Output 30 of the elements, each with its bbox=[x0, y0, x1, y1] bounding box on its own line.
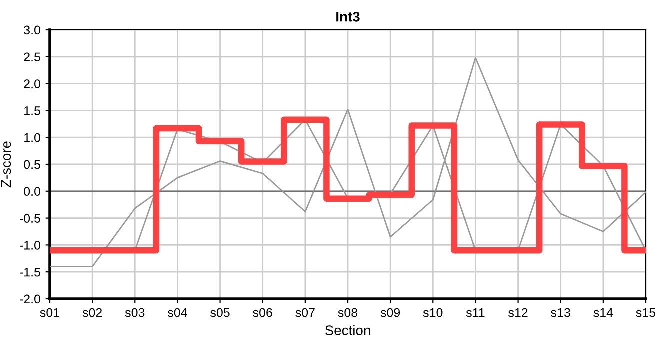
x-tick-label: s04 bbox=[168, 308, 188, 318]
x-tick-label: s03 bbox=[125, 308, 145, 318]
x-tick-label: s01 bbox=[40, 308, 60, 318]
y-tick-label: 2.0 bbox=[24, 80, 40, 88]
x-tick-label: s15 bbox=[636, 308, 656, 318]
x-tick-label: s09 bbox=[380, 308, 400, 318]
y-tick-label: -1.0 bbox=[20, 241, 40, 250]
y-tick-label: 0.0 bbox=[24, 187, 40, 196]
x-axis-title: Section bbox=[325, 325, 370, 336]
x-tick-label: s07 bbox=[296, 308, 315, 318]
x-tick-label: s08 bbox=[338, 308, 358, 318]
y-tick-label: 3.0 bbox=[24, 26, 40, 35]
y-tick-label: 1.0 bbox=[24, 133, 40, 142]
y-tick-label: -0.5 bbox=[20, 214, 40, 223]
x-tick-label: s10 bbox=[423, 308, 443, 318]
chart-title: Int3 bbox=[336, 12, 360, 22]
x-tick-label: s06 bbox=[253, 308, 272, 318]
y-axis-title: Z-score bbox=[1, 142, 12, 188]
y-tick-label: -1.5 bbox=[20, 268, 40, 277]
y-tick-label: 2.5 bbox=[24, 52, 40, 62]
x-tick-label: s11 bbox=[466, 308, 485, 318]
x-tick-label: s02 bbox=[82, 308, 102, 318]
y-tick-label: -2.0 bbox=[20, 294, 40, 304]
x-tick-label: s12 bbox=[508, 308, 528, 318]
y-tick-label: 0.5 bbox=[24, 160, 40, 170]
y-tick-label: 1.5 bbox=[24, 106, 40, 116]
x-tick-label: s14 bbox=[594, 308, 614, 318]
x-tick-label: s13 bbox=[551, 308, 570, 318]
line-series bbox=[50, 57, 646, 268]
x-tick-label: s05 bbox=[210, 308, 230, 318]
